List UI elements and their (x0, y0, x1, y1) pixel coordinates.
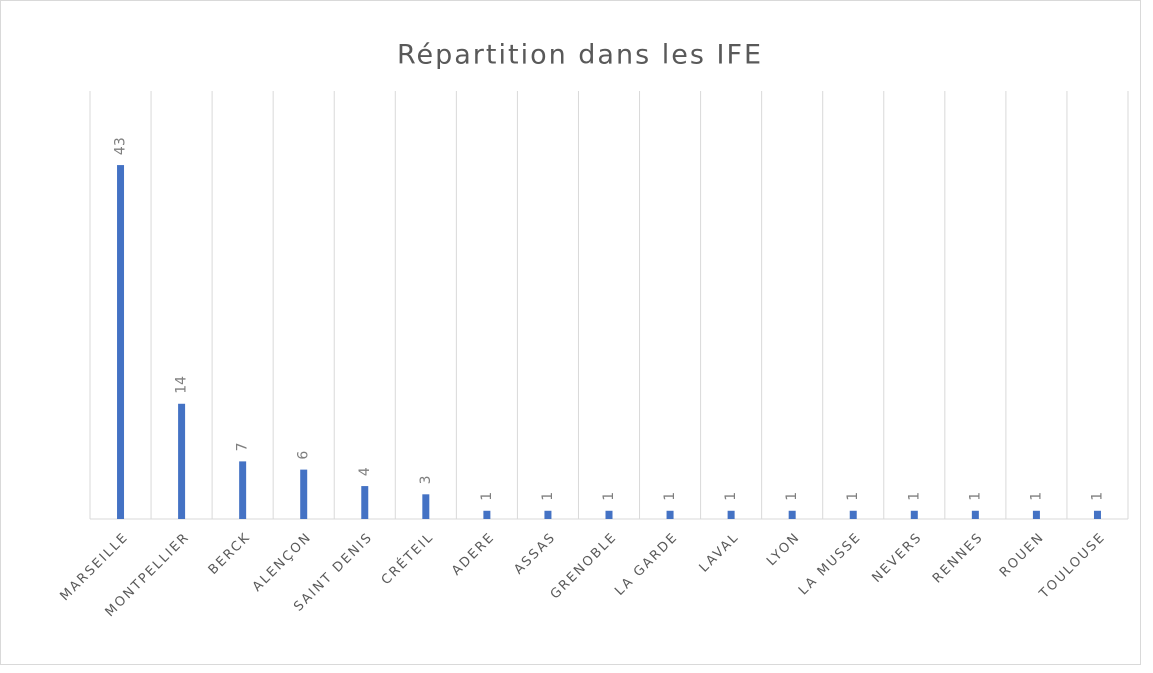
data-label: 1 (601, 492, 617, 501)
bar (422, 494, 430, 519)
bar (971, 510, 979, 519)
data-label: 1 (967, 492, 983, 501)
bar (727, 510, 735, 519)
data-label: 3 (418, 475, 434, 484)
bar (910, 510, 918, 519)
bar (605, 510, 613, 519)
data-label: 1 (784, 492, 800, 501)
data-label: 7 (235, 442, 251, 451)
bar (117, 165, 125, 520)
data-label: 1 (906, 492, 922, 501)
data-label: 14 (174, 376, 190, 394)
data-label: 1 (845, 492, 861, 501)
data-label: 1 (1028, 492, 1044, 501)
bar (849, 510, 857, 519)
data-label: 1 (540, 492, 556, 501)
data-label: 1 (479, 492, 495, 501)
bar (483, 510, 491, 519)
bar (1032, 510, 1040, 519)
bar (300, 469, 308, 519)
bar (544, 510, 552, 519)
chart-border (0, 0, 1141, 665)
data-label: 1 (662, 492, 678, 501)
data-label: 43 (113, 137, 129, 155)
data-label: 1 (1089, 492, 1105, 501)
chart-title: Répartition dans les IFE (397, 40, 763, 71)
bar (666, 510, 674, 519)
bar (788, 510, 796, 519)
bar (361, 486, 369, 519)
bar (239, 461, 247, 519)
bar (1093, 510, 1101, 519)
data-label: 4 (357, 467, 373, 476)
data-label: 6 (296, 451, 312, 460)
bar (178, 403, 186, 519)
data-label: 1 (723, 492, 739, 501)
